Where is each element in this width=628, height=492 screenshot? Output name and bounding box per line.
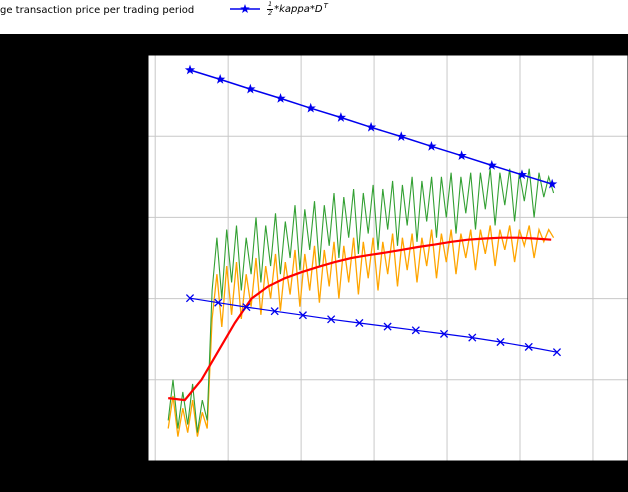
x-marker-icon bbox=[524, 342, 533, 351]
x-marker-icon bbox=[552, 348, 562, 357]
star-marker-icon bbox=[215, 73, 226, 84]
legend: ge transaction price per trading period … bbox=[0, 0, 628, 34]
star-marker-icon bbox=[396, 131, 407, 141]
star-marker-icon bbox=[516, 169, 528, 180]
x-marker-icon bbox=[242, 303, 251, 312]
x-marker-icon bbox=[327, 315, 336, 324]
star-line-marker-icon bbox=[230, 4, 260, 14]
series-half-kappa-dt-lower bbox=[185, 294, 562, 357]
chart-plot-area bbox=[147, 54, 628, 462]
legend-entry-avg-transaction-price: ge transaction price per trading period bbox=[0, 5, 194, 16]
star-marker-icon bbox=[335, 112, 347, 122]
x-marker-icon bbox=[383, 322, 392, 331]
x-marker-icon bbox=[439, 329, 449, 338]
star-marker-icon bbox=[184, 64, 196, 75]
star-marker-icon bbox=[456, 150, 467, 161]
x-marker-icon bbox=[411, 326, 420, 335]
star-marker-icon bbox=[547, 178, 558, 189]
axes-background bbox=[148, 55, 628, 461]
star-marker-icon bbox=[365, 121, 377, 132]
series-half-kappa-dt-upper bbox=[184, 64, 558, 189]
series-avg-transaction-price-green bbox=[167, 168, 555, 433]
series-running-average-red bbox=[168, 236, 552, 402]
x-marker-icon bbox=[355, 318, 364, 328]
x-marker-icon bbox=[185, 294, 195, 303]
star-marker-icon bbox=[426, 140, 437, 151]
x-marker-icon bbox=[298, 311, 307, 320]
x-marker-icon bbox=[270, 307, 279, 316]
x-marker-icon bbox=[214, 298, 223, 307]
star-marker-icon bbox=[275, 93, 286, 103]
legend-entry-half-kappa-dt: 1 2 *kappa*D T bbox=[228, 1, 328, 17]
star-marker-icon bbox=[245, 83, 256, 94]
star-marker-icon bbox=[486, 160, 497, 170]
x-marker-icon bbox=[468, 333, 477, 342]
star-marker-icon bbox=[305, 102, 316, 113]
series-avg-transaction-price-orange bbox=[167, 225, 555, 437]
legend-label-half-kappa-dt: 1 2 *kappa*D T bbox=[267, 0, 328, 17]
legend-label-avg-transaction-price: ge transaction price per trading period bbox=[0, 5, 195, 16]
x-marker-icon bbox=[496, 337, 505, 347]
axes-frame bbox=[147, 54, 628, 462]
